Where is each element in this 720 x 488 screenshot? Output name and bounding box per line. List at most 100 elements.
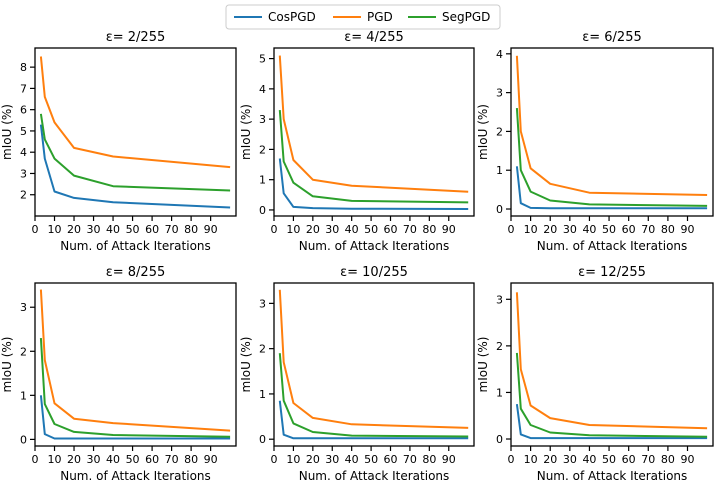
y-tick-label: 4 bbox=[496, 48, 503, 61]
x-tick-label: 70 bbox=[403, 453, 417, 466]
x-tick-label: 30 bbox=[87, 453, 101, 466]
y-tick-label: 1 bbox=[259, 174, 266, 187]
y-tick-label: 3 bbox=[20, 167, 27, 180]
x-tick-label: 10 bbox=[524, 223, 538, 236]
series-line-segpgd bbox=[515, 352, 708, 438]
y-tick-label: 5 bbox=[259, 53, 266, 66]
x-tick-label: 60 bbox=[384, 223, 398, 236]
y-tick-label: 2 bbox=[259, 143, 266, 156]
y-tick-label: 7 bbox=[20, 82, 27, 95]
x-tick-label: 60 bbox=[384, 453, 398, 466]
series-line-pgd bbox=[515, 55, 708, 196]
x-tick-label: 20 bbox=[543, 453, 557, 466]
subplot-4: ε= 8/255 0 10 20 30 40 50 60 70 80 90 0 1 2 3 Num. of A… bbox=[0, 265, 237, 483]
x-tick-label: 60 bbox=[622, 453, 636, 466]
x-axis-label: Num. of Attack Iterations bbox=[299, 239, 450, 253]
x-tick-label: 30 bbox=[563, 223, 577, 236]
x-tick-label: 70 bbox=[641, 453, 655, 466]
x-tick-label: 40 bbox=[345, 223, 359, 236]
x-tick-label: 50 bbox=[602, 453, 616, 466]
y-axis-label: mIoU (%) bbox=[0, 337, 14, 393]
y-tick-label: 0 bbox=[496, 203, 503, 216]
x-tick-label: 70 bbox=[641, 223, 655, 236]
x-tick-label: 0 bbox=[271, 223, 278, 236]
x-axis-label: Num. of Attack Iterations bbox=[537, 469, 688, 483]
x-tick-label: 10 bbox=[48, 453, 62, 466]
x-tick-label: 30 bbox=[325, 453, 339, 466]
x-tick-label: 90 bbox=[442, 223, 456, 236]
x-tick-label: 40 bbox=[582, 223, 596, 236]
x-tick-label: 20 bbox=[543, 223, 557, 236]
x-tick-label: 0 bbox=[508, 453, 515, 466]
y-tick-label: 3 bbox=[496, 87, 503, 100]
y-tick-label: 4 bbox=[20, 146, 27, 159]
y-tick-label: 0 bbox=[496, 433, 503, 446]
series-line-segpgd bbox=[278, 110, 469, 204]
x-tick-label: 90 bbox=[204, 453, 218, 466]
series-line-cospgd bbox=[39, 124, 231, 209]
y-tick-label: 0 bbox=[259, 433, 266, 446]
y-tick-label: 2 bbox=[20, 189, 27, 202]
y-axis-label: mIoU (%) bbox=[0, 104, 14, 160]
y-tick-label: 8 bbox=[20, 61, 27, 74]
series-line-pgd bbox=[278, 289, 469, 429]
x-tick-label: 0 bbox=[271, 453, 278, 466]
x-tick-label: 30 bbox=[325, 223, 339, 236]
x-axis-label: Num. of Attack Iterations bbox=[60, 239, 211, 253]
y-tick-label: 2 bbox=[259, 343, 266, 356]
y-tick-label: 1 bbox=[496, 386, 503, 399]
legend: CosPGD PGD SegPGD bbox=[225, 4, 501, 30]
x-tick-label: 60 bbox=[145, 453, 159, 466]
x-tick-label: 90 bbox=[681, 223, 695, 236]
x-tick-label: 30 bbox=[87, 223, 101, 236]
x-tick-label: 70 bbox=[403, 223, 417, 236]
y-tick-label: 1 bbox=[496, 164, 503, 177]
series-line-pgd bbox=[39, 289, 231, 432]
axes-frame bbox=[34, 282, 237, 447]
x-axis-label: Num. of Attack Iterations bbox=[299, 469, 450, 483]
series-line-cospgd bbox=[515, 166, 708, 210]
axes-frame bbox=[273, 47, 475, 217]
subplot-title: ε= 12/255 bbox=[578, 265, 646, 280]
x-tick-label: 80 bbox=[184, 453, 198, 466]
subplot-title: ε= 10/255 bbox=[340, 265, 408, 280]
x-tick-label: 90 bbox=[442, 453, 456, 466]
y-axis-label: mIoU (%) bbox=[239, 337, 253, 393]
series-line-segpgd bbox=[39, 338, 231, 438]
y-tick-label: 2 bbox=[496, 340, 503, 353]
x-tick-label: 40 bbox=[106, 223, 120, 236]
series-line-pgd bbox=[278, 55, 469, 193]
x-tick-label: 90 bbox=[204, 223, 218, 236]
x-tick-label: 80 bbox=[661, 453, 675, 466]
x-tick-label: 20 bbox=[306, 453, 320, 466]
x-tick-label: 10 bbox=[48, 223, 62, 236]
x-tick-label: 50 bbox=[602, 223, 616, 236]
x-tick-label: 60 bbox=[145, 223, 159, 236]
y-axis-label: mIoU (%) bbox=[476, 337, 490, 393]
x-tick-label: 60 bbox=[622, 223, 636, 236]
subplot-title: ε= 8/255 bbox=[106, 265, 166, 280]
x-tick-label: 0 bbox=[508, 223, 515, 236]
subplot-3: ε= 6/255 0 10 20 30 40 50 60 70 80 90 0 1 2 3 4 Num. of … bbox=[476, 30, 714, 253]
x-tick-label: 40 bbox=[582, 453, 596, 466]
y-tick-label: 1 bbox=[259, 388, 266, 401]
series-line-pgd bbox=[39, 56, 231, 169]
y-tick-label: 0 bbox=[259, 204, 266, 217]
x-tick-label: 0 bbox=[32, 223, 39, 236]
axes-frame bbox=[510, 282, 714, 447]
series-line-cospgd bbox=[515, 403, 708, 440]
x-tick-label: 10 bbox=[286, 453, 300, 466]
x-tick-label: 90 bbox=[681, 453, 695, 466]
x-tick-label: 30 bbox=[563, 453, 577, 466]
x-tick-label: 80 bbox=[422, 223, 436, 236]
series-line-cospgd bbox=[278, 158, 469, 210]
y-axis-label: mIoU (%) bbox=[239, 104, 253, 160]
legend-label-pgd: PGD bbox=[367, 10, 393, 24]
y-tick-label: 3 bbox=[20, 301, 27, 314]
y-tick-label: 3 bbox=[259, 297, 266, 310]
x-tick-label: 20 bbox=[67, 223, 81, 236]
x-tick-label: 70 bbox=[165, 453, 179, 466]
y-axis-label: mIoU (%) bbox=[476, 104, 490, 160]
subplot-5: ε= 10/255 0 10 20 30 40 50 60 70 80 90 0 1 2 3 Num. of … bbox=[239, 265, 475, 483]
